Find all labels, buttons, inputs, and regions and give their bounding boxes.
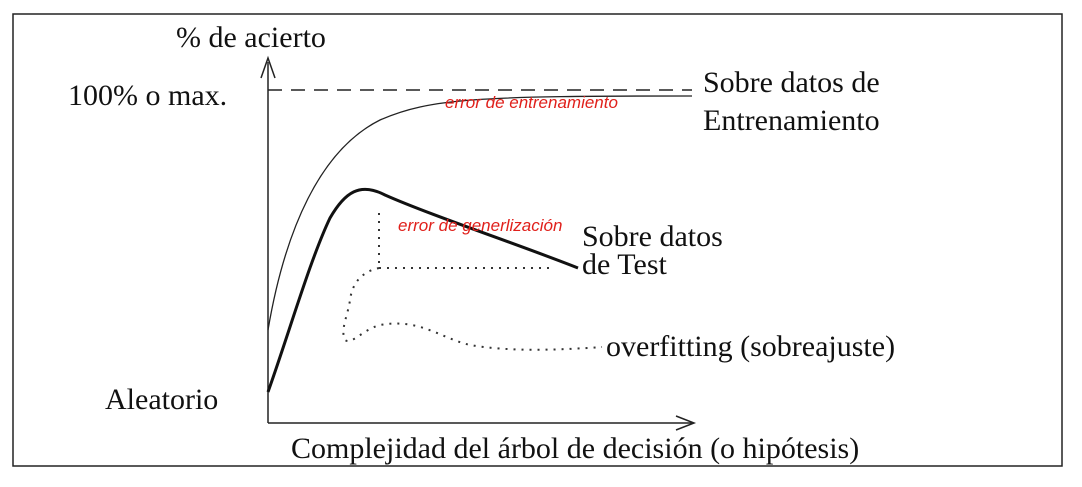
- training-curve-label-line-1: Sobre datos de: [703, 66, 880, 99]
- y-axis-arrowhead: [260, 55, 276, 79]
- x-axis-label: Complejidad del árbol de decisión (o hip…: [291, 432, 859, 465]
- overfitting-label: overfitting (sobreajuste): [606, 330, 895, 363]
- training-accuracy-curve: [267, 95, 693, 331]
- test-accuracy-curve: [266, 187, 579, 393]
- y-min-label: Aleatorio: [105, 383, 218, 416]
- diagram-frame: [12, 13, 1063, 467]
- y-axis-label: % de acierto: [176, 21, 326, 54]
- y-max-label: 100% o max.: [68, 79, 227, 112]
- overfitting-dotted-bracket: [342, 267, 603, 351]
- x-axis-arrowhead: [675, 415, 697, 431]
- test-curve-label-line-2: de Test: [582, 248, 667, 281]
- generalization-error-annotation: error de generlización: [398, 216, 562, 235]
- test-curve-label-line-1: Sobre datos: [582, 220, 723, 253]
- training-error-annotation: error de entrenamiento: [445, 93, 618, 112]
- training-curve-label-line-2: Entrenamiento: [703, 104, 880, 137]
